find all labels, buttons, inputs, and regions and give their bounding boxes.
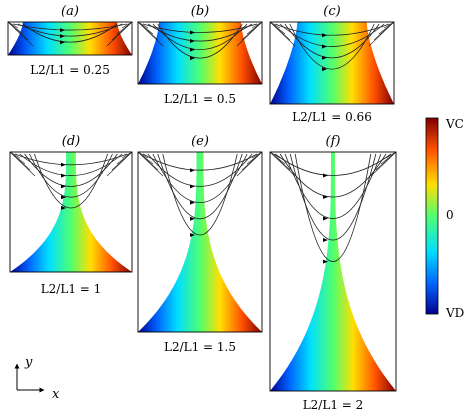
field-line bbox=[22, 23, 118, 43]
field-arrow bbox=[323, 216, 328, 221]
field-line bbox=[142, 23, 258, 33]
field-line bbox=[14, 153, 128, 166]
panel-label: (a) bbox=[61, 4, 79, 19]
field-arrow bbox=[322, 55, 327, 60]
field-arrow bbox=[323, 238, 328, 242]
field-arrow bbox=[190, 168, 195, 173]
field-arrow bbox=[322, 44, 327, 49]
field-line bbox=[152, 23, 248, 50]
potential-field bbox=[138, 152, 262, 332]
field-arrow bbox=[323, 173, 328, 178]
colorbar-top-label: VC bbox=[445, 117, 464, 131]
panel-a: (a) L2/L1 = 0.25 bbox=[7, 4, 133, 77]
corner-line bbox=[138, 152, 164, 177]
field-arrow bbox=[61, 206, 66, 210]
field-arrow bbox=[60, 28, 65, 33]
corner-line bbox=[106, 152, 132, 177]
panel-frame bbox=[137, 21, 263, 85]
corner-line bbox=[270, 152, 296, 177]
panel-frame bbox=[269, 21, 395, 105]
field-arrow bbox=[60, 40, 65, 45]
field-line bbox=[29, 153, 113, 198]
ratio-caption: L2/L1 = 0.25 bbox=[30, 63, 110, 77]
panel-label: (b) bbox=[191, 4, 209, 19]
field-line bbox=[294, 153, 372, 262]
potential-field bbox=[10, 152, 132, 272]
panel-c: (c) L2/L1 = 0.66 bbox=[269, 4, 395, 124]
corner-line bbox=[138, 22, 164, 47]
panel-frame bbox=[7, 21, 133, 56]
panel-frame bbox=[269, 151, 397, 392]
corner-line bbox=[236, 152, 262, 177]
field-line bbox=[289, 23, 375, 70]
field-line bbox=[152, 153, 248, 203]
ratio-caption: L2/L1 = 1 bbox=[41, 282, 102, 296]
field-line bbox=[157, 23, 243, 59]
panel-frame bbox=[9, 151, 133, 273]
colorbar: VC 0 VD bbox=[425, 117, 464, 320]
panel-e: (e) L2/L1 = 1.5 bbox=[137, 134, 263, 354]
panel-f: (f) L2/L1 = 2 bbox=[269, 134, 397, 412]
ratio-caption: L2/L1 = 0.66 bbox=[292, 110, 372, 124]
field-line bbox=[162, 153, 238, 236]
panel-label: (c) bbox=[323, 4, 340, 19]
panel-d: (d) L2/L1 = 1 bbox=[9, 134, 133, 296]
field-arrow bbox=[61, 162, 66, 167]
potential-field bbox=[270, 22, 394, 104]
corner-line bbox=[270, 22, 296, 47]
panel-label: (e) bbox=[191, 134, 209, 149]
field-arrow bbox=[61, 173, 66, 178]
potential-field bbox=[270, 152, 396, 391]
panel-frame bbox=[137, 151, 263, 333]
field-line bbox=[289, 153, 377, 241]
corner-line bbox=[10, 152, 36, 177]
field-arrow bbox=[190, 233, 195, 237]
field-arrow bbox=[190, 200, 195, 205]
field-arrow bbox=[322, 67, 327, 72]
colorbar-mid-label: 0 bbox=[446, 208, 454, 222]
corner-line bbox=[236, 22, 262, 47]
y-axis-label: y bbox=[24, 355, 33, 370]
field-arrow bbox=[190, 56, 195, 61]
field-line bbox=[34, 153, 108, 209]
field-arrow bbox=[61, 184, 66, 189]
field-line bbox=[279, 153, 387, 198]
field-arrow bbox=[322, 33, 327, 38]
field-arrow bbox=[190, 39, 195, 43]
potential-field bbox=[8, 22, 132, 55]
corner-line bbox=[370, 152, 396, 177]
axes-indicator: y x bbox=[14, 355, 60, 402]
x-axis-label: x bbox=[52, 387, 60, 402]
ratio-caption: L2/L1 = 2 bbox=[303, 398, 364, 412]
field-arrow bbox=[190, 184, 195, 189]
field-arrow bbox=[60, 34, 65, 39]
corner-line bbox=[8, 22, 34, 47]
colorbar-bottom-label: VD bbox=[445, 306, 464, 320]
ratio-caption: L2/L1 = 1.5 bbox=[164, 340, 236, 354]
potential-field bbox=[138, 22, 262, 84]
panels-group: (a) L2/L1 = 0.25 (b) L2/L1 = 0.5 (c) L2/L1 = … bbox=[7, 4, 397, 412]
field-line bbox=[24, 153, 118, 187]
field-arrow bbox=[61, 195, 66, 200]
corner-line bbox=[368, 22, 394, 47]
panel-b: (b) L2/L1 = 0.5 bbox=[137, 4, 263, 106]
field-line bbox=[274, 23, 390, 36]
panel-label: (d) bbox=[62, 134, 80, 149]
field-line bbox=[12, 23, 128, 31]
field-arrow bbox=[190, 47, 195, 52]
panel-label: (f) bbox=[326, 134, 341, 149]
field-arrow bbox=[190, 216, 195, 221]
field-line bbox=[284, 23, 380, 59]
field-arrow bbox=[323, 195, 328, 199]
field-line bbox=[284, 153, 382, 219]
corner-line bbox=[106, 22, 132, 47]
colorbar-gradient bbox=[425, 117, 439, 315]
field-arrow bbox=[190, 30, 195, 35]
ratio-caption: L2/L1 = 0.5 bbox=[164, 92, 236, 106]
field-arrow bbox=[323, 259, 328, 264]
field-line bbox=[157, 153, 243, 219]
